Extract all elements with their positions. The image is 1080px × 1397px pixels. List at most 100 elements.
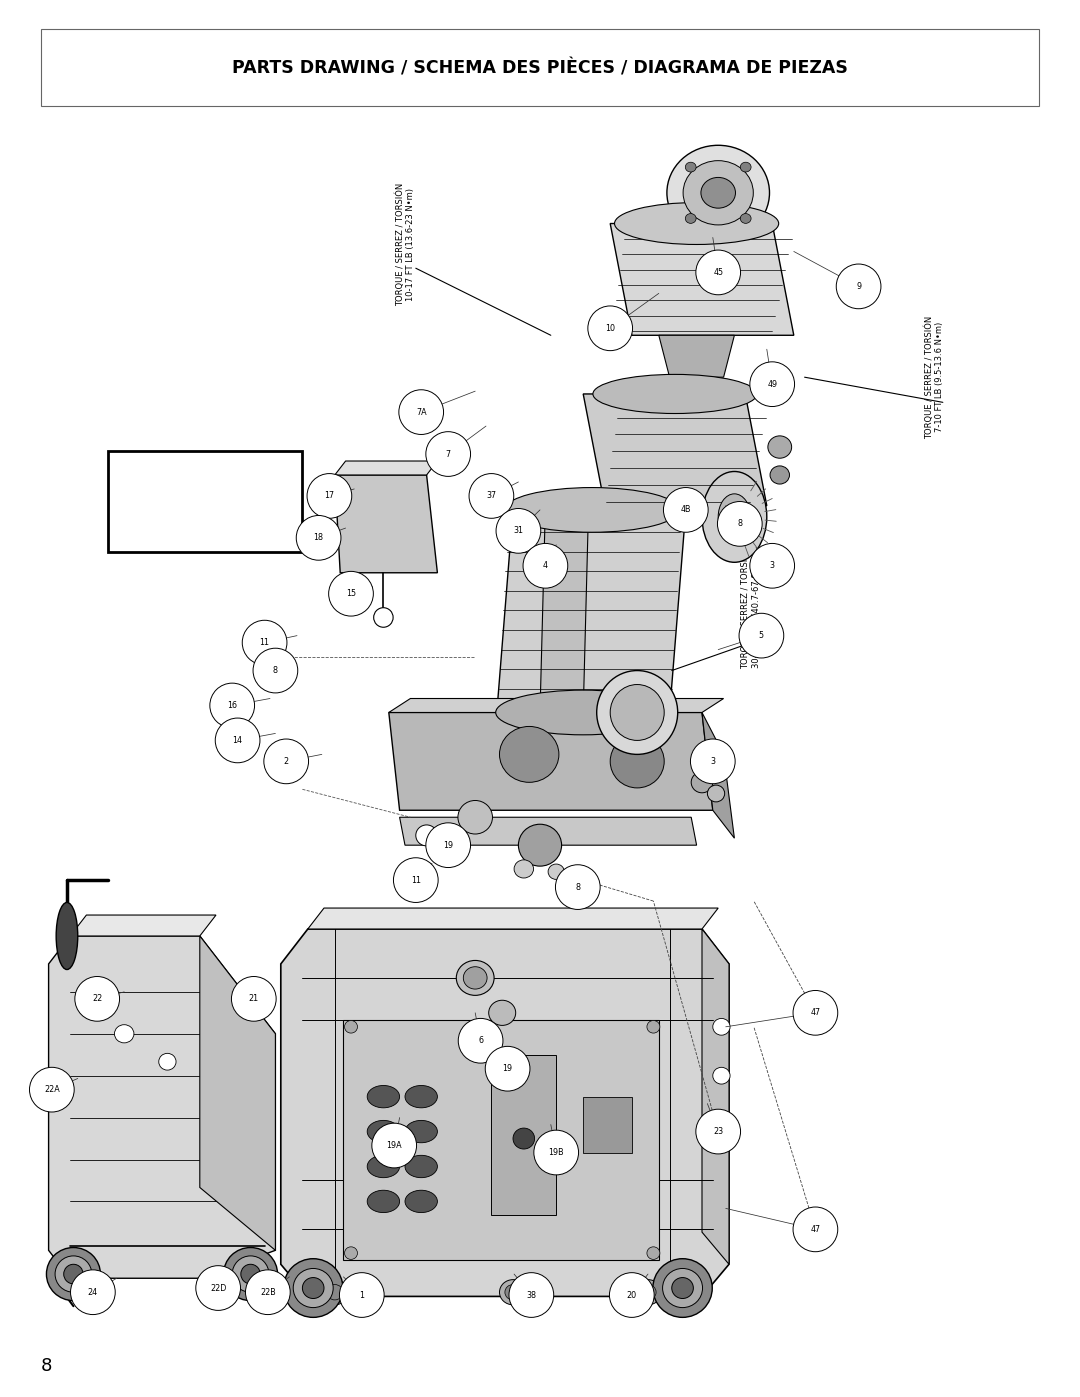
Text: 16: 16 xyxy=(227,701,238,710)
Text: 21: 21 xyxy=(248,995,259,1003)
Ellipse shape xyxy=(750,543,795,588)
Ellipse shape xyxy=(405,1155,437,1178)
Ellipse shape xyxy=(702,472,767,563)
Ellipse shape xyxy=(691,773,713,793)
Text: TORQUE / SERREZ / TORSIÓN
7-10 FT LB (9.5-13.6 N•m): TORQUE / SERREZ / TORSIÓN 7-10 FT LB (9.… xyxy=(924,316,944,439)
Ellipse shape xyxy=(768,436,792,458)
Ellipse shape xyxy=(793,990,838,1035)
Ellipse shape xyxy=(210,683,255,728)
Ellipse shape xyxy=(426,823,471,868)
Ellipse shape xyxy=(458,1018,503,1063)
Ellipse shape xyxy=(698,752,717,771)
Ellipse shape xyxy=(393,858,438,902)
Ellipse shape xyxy=(609,1273,654,1317)
Ellipse shape xyxy=(513,1129,535,1148)
Ellipse shape xyxy=(836,264,881,309)
Polygon shape xyxy=(659,335,734,377)
Ellipse shape xyxy=(717,502,762,546)
Ellipse shape xyxy=(610,735,664,788)
Text: 11: 11 xyxy=(410,876,421,884)
Ellipse shape xyxy=(593,374,757,414)
Polygon shape xyxy=(335,461,437,475)
Ellipse shape xyxy=(224,1248,278,1301)
Ellipse shape xyxy=(345,1020,357,1034)
Ellipse shape xyxy=(740,162,751,172)
Text: 7A: 7A xyxy=(416,408,427,416)
Text: 38: 38 xyxy=(526,1291,537,1299)
Polygon shape xyxy=(702,712,734,838)
Ellipse shape xyxy=(499,1280,527,1305)
Text: 8: 8 xyxy=(738,520,742,528)
Ellipse shape xyxy=(46,1248,100,1301)
Ellipse shape xyxy=(588,306,633,351)
Ellipse shape xyxy=(416,824,437,845)
Ellipse shape xyxy=(328,571,374,616)
Text: 3: 3 xyxy=(711,757,715,766)
Polygon shape xyxy=(308,908,718,929)
Ellipse shape xyxy=(770,465,789,485)
Ellipse shape xyxy=(241,1264,260,1284)
Text: 19A: 19A xyxy=(387,1141,402,1150)
Text: 22A: 22A xyxy=(44,1085,59,1094)
Text: 18: 18 xyxy=(313,534,324,542)
Ellipse shape xyxy=(504,1285,522,1299)
Ellipse shape xyxy=(29,1067,75,1112)
Ellipse shape xyxy=(647,1020,660,1034)
Ellipse shape xyxy=(686,162,697,172)
Bar xyxy=(108,451,302,552)
Ellipse shape xyxy=(70,1270,116,1315)
Ellipse shape xyxy=(405,1085,437,1108)
Text: 8: 8 xyxy=(41,1356,53,1375)
Polygon shape xyxy=(335,475,437,573)
Ellipse shape xyxy=(485,1046,530,1091)
Ellipse shape xyxy=(718,495,751,539)
Ellipse shape xyxy=(242,620,287,665)
Ellipse shape xyxy=(405,1120,437,1143)
Ellipse shape xyxy=(283,1259,343,1317)
Text: 5: 5 xyxy=(759,631,764,640)
Text: TORQUE / SERREZ / TORSIÓN
30-50 FT LB (40.7-67.8 N•m): TORQUE / SERREZ / TORSIÓN 30-50 FT LB (4… xyxy=(741,546,760,669)
Text: 10: 10 xyxy=(605,324,616,332)
Ellipse shape xyxy=(372,1123,417,1168)
Ellipse shape xyxy=(399,390,444,434)
Ellipse shape xyxy=(496,509,541,553)
Ellipse shape xyxy=(667,145,769,240)
Ellipse shape xyxy=(647,1248,660,1260)
Text: 4B: 4B xyxy=(680,506,691,514)
Ellipse shape xyxy=(114,1025,134,1042)
Text: 49: 49 xyxy=(767,380,778,388)
Ellipse shape xyxy=(615,203,779,244)
Polygon shape xyxy=(497,510,686,712)
Text: 19: 19 xyxy=(443,841,454,849)
Ellipse shape xyxy=(713,1018,730,1035)
Ellipse shape xyxy=(500,726,559,782)
Text: 37: 37 xyxy=(486,492,497,500)
Ellipse shape xyxy=(690,739,735,784)
Polygon shape xyxy=(70,915,216,936)
Ellipse shape xyxy=(253,648,298,693)
Bar xyxy=(583,1097,632,1153)
Ellipse shape xyxy=(159,1053,176,1070)
Ellipse shape xyxy=(293,1268,333,1308)
Text: 19B: 19B xyxy=(549,1148,564,1157)
Ellipse shape xyxy=(793,1207,838,1252)
Ellipse shape xyxy=(571,880,595,902)
Ellipse shape xyxy=(596,671,678,754)
Ellipse shape xyxy=(374,608,393,627)
Ellipse shape xyxy=(367,1155,400,1178)
Ellipse shape xyxy=(39,1073,69,1101)
Ellipse shape xyxy=(707,785,725,802)
Ellipse shape xyxy=(463,967,487,989)
Ellipse shape xyxy=(367,1085,400,1108)
Bar xyxy=(41,29,1039,106)
Ellipse shape xyxy=(232,1256,269,1292)
Ellipse shape xyxy=(458,800,492,834)
Polygon shape xyxy=(389,698,724,712)
Ellipse shape xyxy=(245,1270,291,1315)
Text: 22B: 22B xyxy=(260,1288,275,1296)
Ellipse shape xyxy=(56,902,78,970)
Text: PM0496750: PM0496750 xyxy=(123,489,287,514)
Ellipse shape xyxy=(739,613,784,658)
Ellipse shape xyxy=(55,1256,92,1292)
Polygon shape xyxy=(540,506,589,712)
